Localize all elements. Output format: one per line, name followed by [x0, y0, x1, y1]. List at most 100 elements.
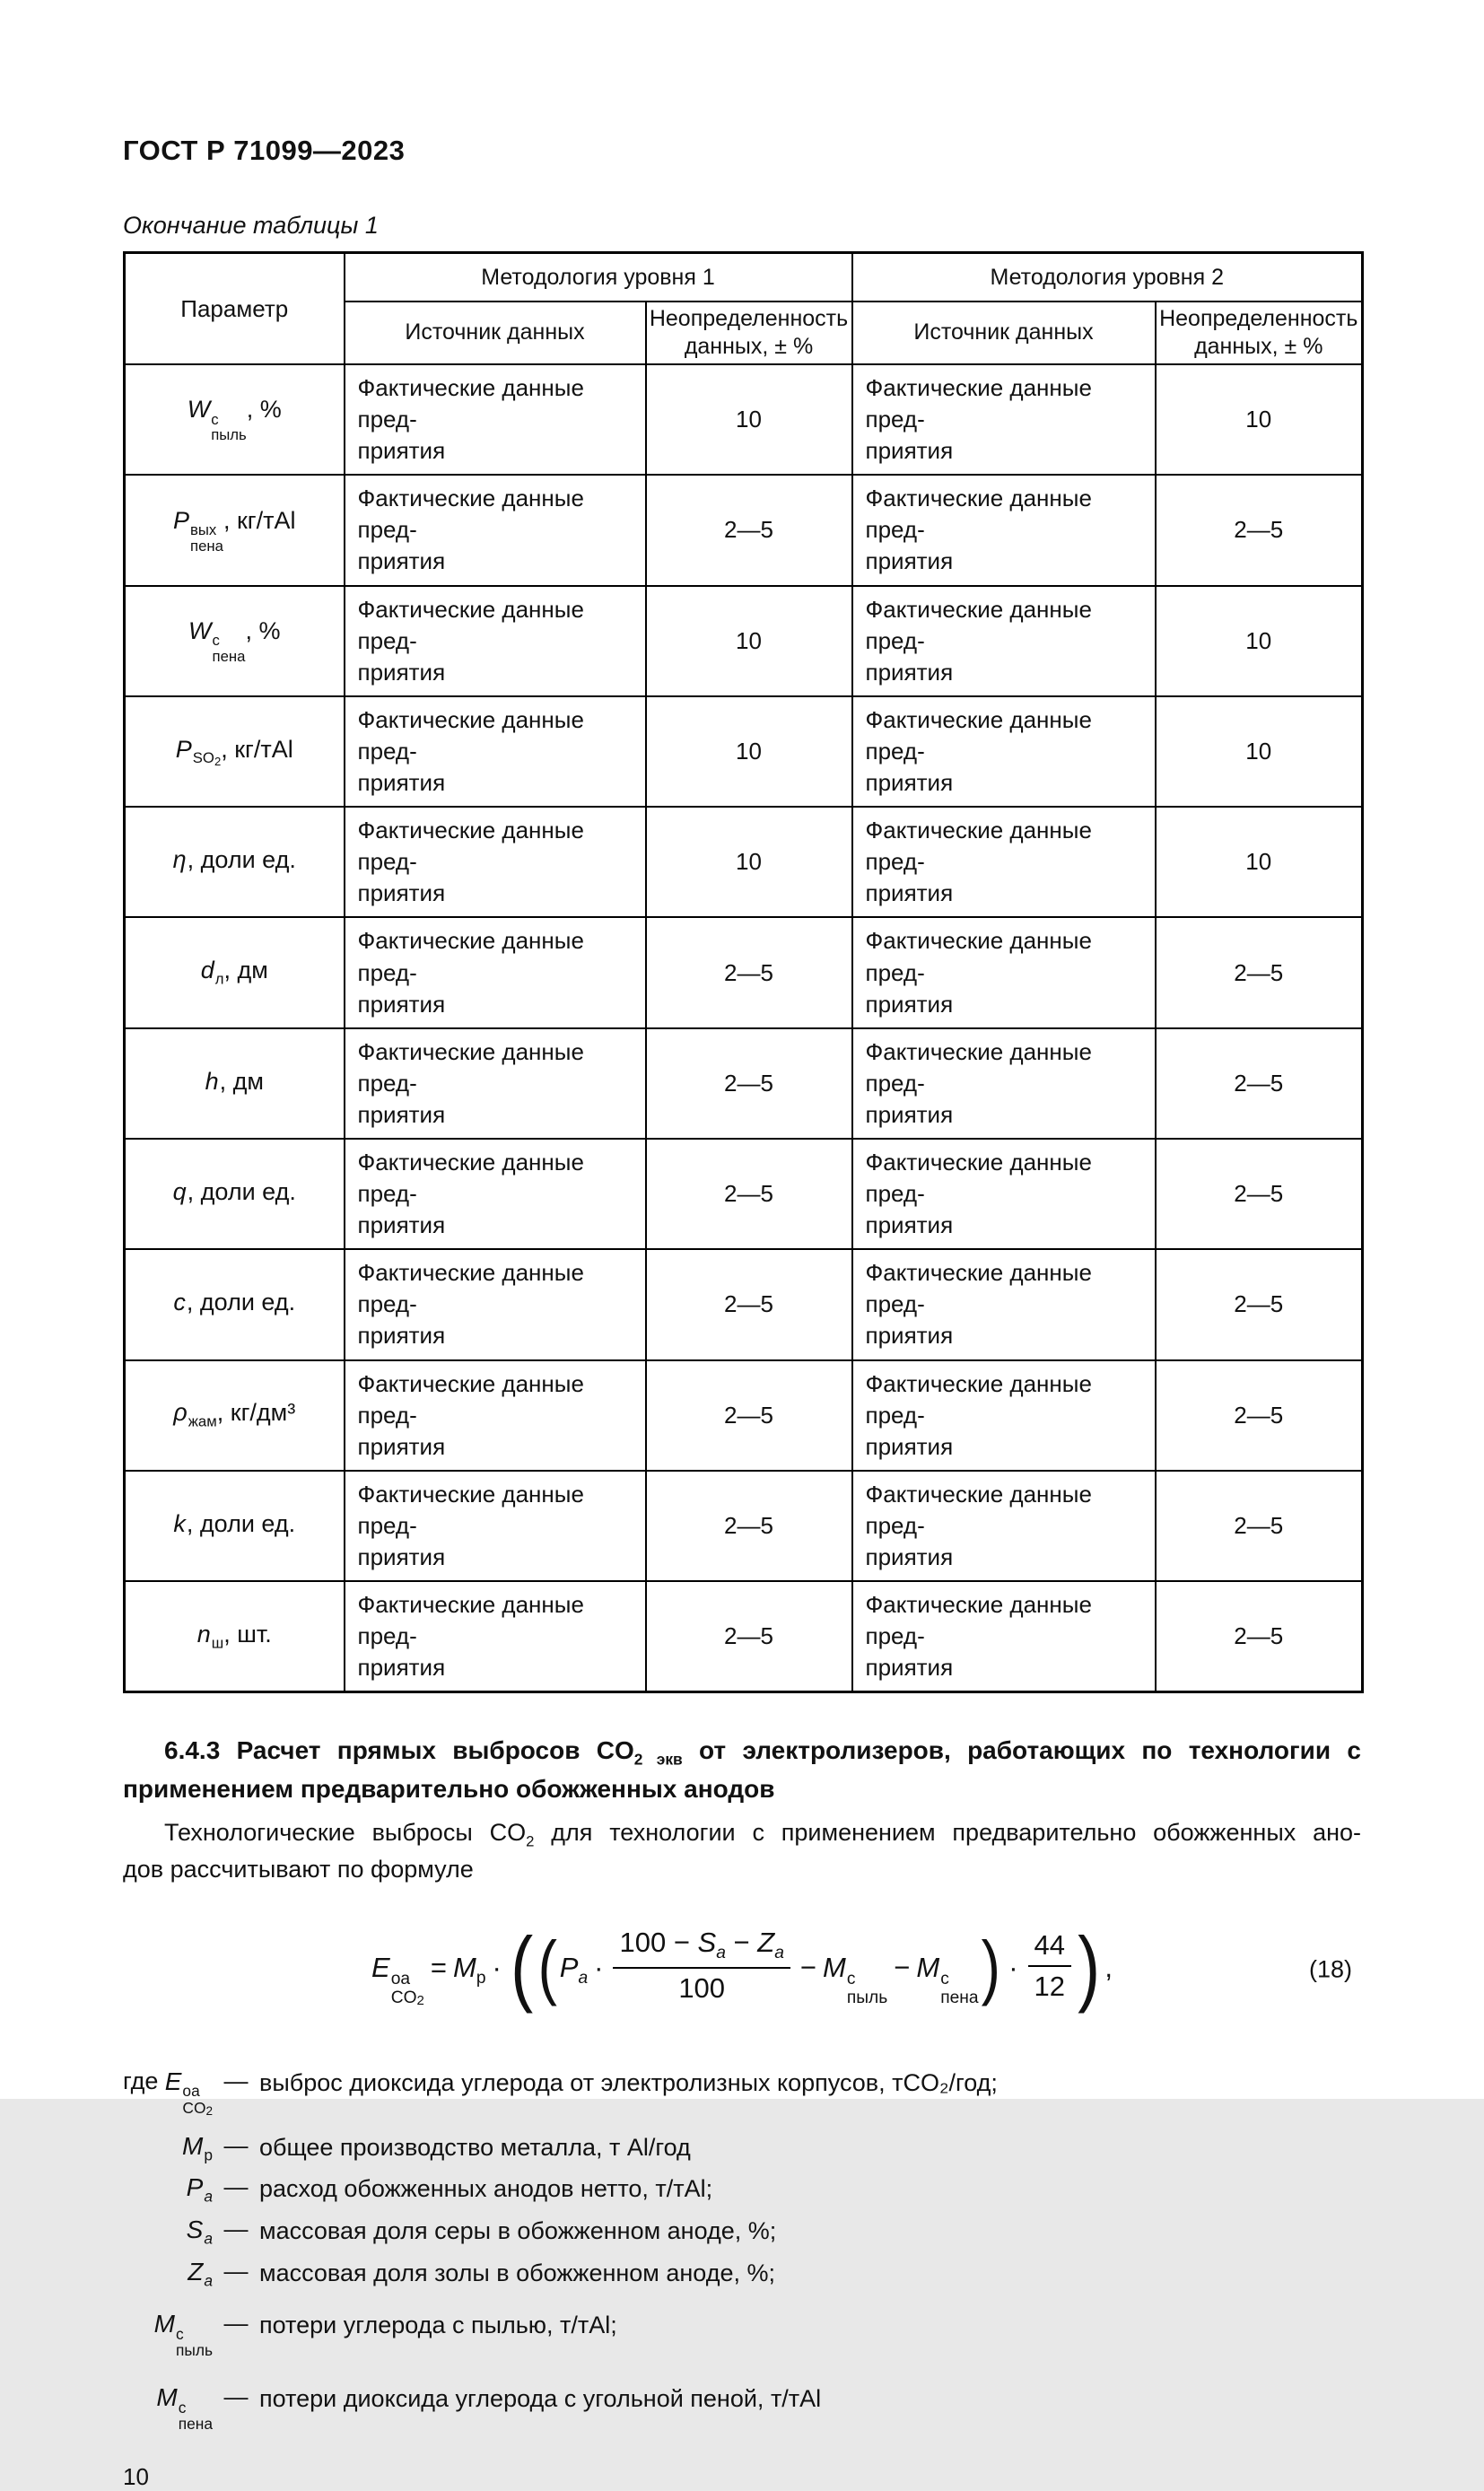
- uncertainty-cell: 2—5: [1154, 1580, 1364, 1693]
- source-cell: Фактические данные пред- приятия: [343, 806, 647, 919]
- dash: —: [223, 2215, 249, 2242]
- source-cell: Фактические данные пред- приятия: [343, 1580, 647, 1693]
- uncertainty-cell: 2—5: [1154, 1027, 1364, 1140]
- source-cell: Фактические данные пред- приятия: [851, 474, 1157, 587]
- dash: —: [223, 2383, 249, 2411]
- uncertainty-cell: 2—5: [644, 1027, 853, 1140]
- source-cell: Фактические данные пред- приятия: [851, 584, 1157, 697]
- uncertainty-cell: 2—5: [1154, 916, 1364, 1029]
- column-header-uncertainty-2: Неопределенность данных, ± %: [1154, 301, 1364, 365]
- param-cell: c, доли ед.: [123, 1248, 345, 1361]
- dash: —: [223, 2173, 249, 2201]
- param-cell: ρ жам, кг/дм³: [123, 1359, 345, 1472]
- source-cell: Фактические данные пред- приятия: [343, 916, 647, 1029]
- source-cell: Фактические данные пред- приятия: [851, 1469, 1157, 1583]
- body-paragraph: Технологические выбросы CO2 для технолог…: [123, 1818, 1362, 1884]
- section-heading-line2: применением предварительно обожженных ан…: [123, 1775, 775, 1804]
- table-row: P SO2, кг/тAl Фактические данные пред- пр…: [123, 695, 1364, 808]
- param-cell: P SO2, кг/тAl: [123, 695, 345, 808]
- source-cell: Фактические данные пред- приятия: [851, 1580, 1157, 1693]
- uncertainty-cell: 2—5: [644, 474, 853, 587]
- parameters-table: Параметр Методология уровня 1 Методологи…: [123, 251, 1364, 1694]
- source-cell: Фактические данные пред- приятия: [851, 363, 1157, 476]
- source-cell: Фактические данные пред- приятия: [343, 1137, 647, 1251]
- uncertainty-cell: 2—5: [1154, 1359, 1364, 1472]
- uncertainty-cell: 2—5: [644, 1137, 853, 1251]
- table-row: h, дм Фактические данные пред- приятия 2…: [123, 1027, 1364, 1140]
- table-row: d л, дм Фактические данные пред- приятия …: [123, 916, 1364, 1029]
- table-continuation-caption: Окончание таблицы 1: [123, 212, 379, 239]
- column-group-level2: Методология уровня 2: [851, 251, 1364, 302]
- column-header-source-1: Источник данных: [343, 301, 647, 365]
- symbol-description: общее производство металла, т Al/год: [259, 2133, 691, 2161]
- symbol-description: массовая доля серы в обожженном аноде, %…: [259, 2216, 777, 2244]
- param-cell: n ш, шт.: [123, 1580, 345, 1693]
- column-header-uncertainty-1: Неопределенность данных, ± %: [644, 301, 853, 365]
- param-cell: h, дм: [123, 1027, 345, 1140]
- column-group-level1: Методология уровня 1: [343, 251, 853, 302]
- source-cell: Фактические данные пред- приятия: [851, 806, 1157, 919]
- dash: —: [223, 2257, 249, 2285]
- source-cell: Фактические данные пред- приятия: [343, 1469, 647, 1583]
- dash: —: [223, 2067, 249, 2094]
- uncertainty-cell: 2—5: [1154, 1469, 1364, 1583]
- uncertainty-cell: 10: [1154, 806, 1364, 919]
- source-cell: Фактические данные пред- приятия: [851, 1248, 1157, 1361]
- source-cell: Фактические данные пред- приятия: [851, 1027, 1157, 1140]
- symbol-description: расход обожженных анодов нетто, т/тAl;: [259, 2175, 713, 2203]
- table-row: k, доли ед. Фактические данные пред- при…: [123, 1469, 1364, 1583]
- source-cell: Фактические данные пред- приятия: [343, 363, 647, 476]
- uncertainty-cell: 2—5: [644, 1469, 853, 1583]
- source-cell: Фактические данные пред- приятия: [343, 474, 647, 587]
- param-cell: q, доли ед.: [123, 1137, 345, 1251]
- equation-number: (18): [1308, 1955, 1352, 1982]
- source-cell: Фактические данные пред- приятия: [851, 916, 1157, 1029]
- table-row: η, доли ед. Фактические данные пред- при…: [123, 806, 1364, 919]
- source-cell: Фактические данные пред- приятия: [343, 1027, 647, 1140]
- uncertainty-cell: 10: [1154, 584, 1364, 697]
- source-cell: Фактические данные пред- приятия: [851, 695, 1157, 808]
- page-number: 10: [123, 2462, 149, 2490]
- fraction-anode: 100 − Sа − Zа 100: [613, 1927, 790, 2005]
- param-cell: η, доли ед.: [123, 806, 345, 919]
- table-row: ρ жам, кг/дм³ Фактические данные пред- пр…: [123, 1359, 1364, 1472]
- symbol-description: массовая доля золы в обожженном аноде, %…: [259, 2259, 776, 2286]
- table-row: q, доли ед. Фактические данные пред- при…: [123, 1137, 1364, 1251]
- dash: —: [223, 2310, 249, 2338]
- dash: —: [223, 2131, 249, 2159]
- source-cell: Фактические данные пред- приятия: [343, 1359, 647, 1472]
- source-cell: Фактические данные пред- приятия: [851, 1359, 1157, 1472]
- param-cell: d л, дм: [123, 916, 345, 1029]
- uncertainty-cell: 10: [1154, 695, 1364, 808]
- uncertainty-cell: 10: [644, 806, 853, 919]
- uncertainty-cell: 10: [644, 363, 853, 476]
- uncertainty-cell: 2—5: [644, 1359, 853, 1472]
- where-label: где: [123, 2067, 159, 2094]
- uncertainty-cell: 10: [644, 695, 853, 808]
- table-header: Параметр Методология уровня 1 Методологи…: [123, 251, 1364, 365]
- symbol-description: выброс диоксида углерода от электролизны…: [259, 2068, 998, 2096]
- source-cell: Фактические данные пред- приятия: [343, 1248, 647, 1361]
- symbol-description: потери диоксида углерода с угольной пено…: [259, 2385, 822, 2413]
- column-header-parameter: Параметр: [123, 251, 345, 365]
- table-row: n ш, шт. Фактические данные пред- приятия…: [123, 1580, 1364, 1693]
- source-cell: Фактические данные пред- приятия: [343, 695, 647, 808]
- uncertainty-cell: 2—5: [1154, 1137, 1364, 1251]
- uncertainty-cell: 2—5: [1154, 474, 1364, 587]
- paragraph-line2: дов рассчитывают по формуле: [123, 1856, 474, 1884]
